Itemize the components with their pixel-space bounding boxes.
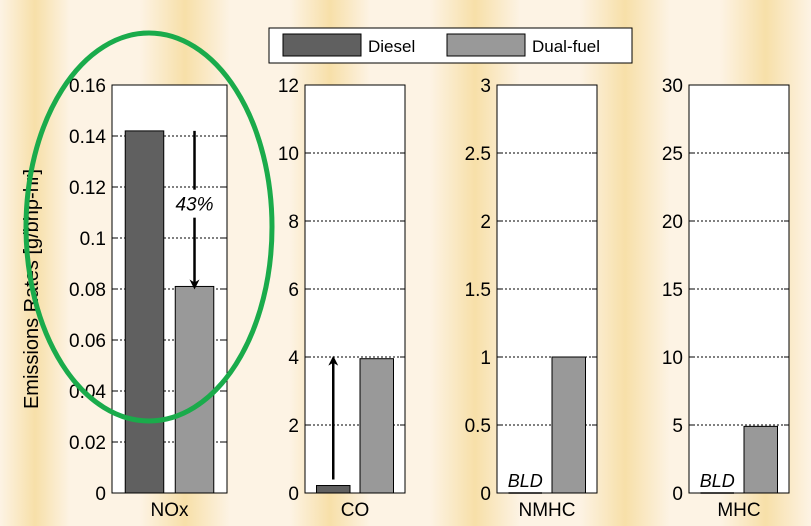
- y-tick-label: 3: [480, 76, 491, 97]
- y-tick-label: 0.14: [69, 127, 106, 148]
- category-label: NOx: [151, 500, 190, 521]
- legend-label: Diesel: [368, 37, 415, 56]
- legend-swatch: [282, 33, 362, 57]
- category-label: NMHC: [519, 500, 576, 521]
- y-tick-label: 1.5: [465, 280, 491, 301]
- legend: Diesel Dual-fuel: [268, 27, 633, 64]
- percent-change-label: 43%: [175, 195, 213, 216]
- y-tick-label: 2: [288, 416, 299, 437]
- category-label: CO: [341, 500, 370, 521]
- bld-label: BLD: [700, 471, 735, 491]
- y-tick-label: 5: [672, 416, 683, 437]
- dual-fuel-bar: [174, 285, 215, 494]
- y-tick-label: 0: [288, 484, 299, 505]
- diesel-bar: [124, 130, 165, 494]
- chart-panel-co: 0 2 4 6 8 10 12 CO: [278, 76, 406, 521]
- y-tick-label: 1: [480, 348, 491, 369]
- y-tick-label: 25: [662, 144, 683, 165]
- highlight-ellipse: [23, 30, 275, 424]
- y-tick-label: 0.08: [69, 280, 106, 301]
- axes-frame: [496, 84, 598, 494]
- dual-fuel-bar: [359, 358, 394, 494]
- y-tick-label: 10: [662, 348, 683, 369]
- y-tick-label: 15: [662, 280, 683, 301]
- y-tick-label: 0.06: [69, 331, 106, 352]
- chart-panel-nmhc: 0 0.5 1 1.5 2 2.5 3 BLD NMHC: [465, 76, 598, 521]
- legend-label: Dual-fuel: [532, 37, 600, 56]
- y-tick-label: 0.12: [69, 178, 106, 199]
- axes-frame: [111, 84, 228, 494]
- y-tick-label: 6: [288, 280, 299, 301]
- dual-fuel-bar: [743, 425, 778, 494]
- y-tick-label: 8: [288, 212, 299, 233]
- dual-fuel-bar: [551, 356, 586, 494]
- diesel-bar: [316, 485, 351, 494]
- axes-frame: [304, 84, 406, 494]
- axes-frame: [688, 84, 790, 494]
- category-label: MHC: [717, 500, 760, 521]
- percent-label-bg: [169, 189, 220, 218]
- y-tick-label: 0.5: [465, 416, 491, 437]
- y-tick-label: 2: [480, 212, 491, 233]
- y-tick-label: 12: [278, 76, 299, 97]
- y-tick-label: 0.1: [80, 229, 106, 250]
- y-tick-label: 4: [288, 348, 299, 369]
- chart-panel-nox: 00.020.040.060.080.10.120.140.16NOx43%Em…: [21, 30, 275, 521]
- y-tick-label: 0.16: [69, 76, 106, 97]
- background-stripe: [0, 0, 70, 526]
- y-tick-label: 2.5: [465, 144, 491, 165]
- y-tick-label: 0: [672, 484, 683, 505]
- chart-panel-mhc: 0 5 10 15 20 25 30 BLD MHC: [662, 76, 790, 521]
- y-tick-label: 10: [278, 144, 299, 165]
- bld-label: BLD: [508, 471, 543, 491]
- y-tick-label: 30: [662, 76, 683, 97]
- legend-swatch: [446, 33, 526, 57]
- y-tick-label: 0: [480, 484, 491, 505]
- y-tick-label: 0.02: [69, 433, 106, 454]
- y-tick-label: 0: [95, 484, 106, 505]
- y-tick-label: 20: [662, 212, 683, 233]
